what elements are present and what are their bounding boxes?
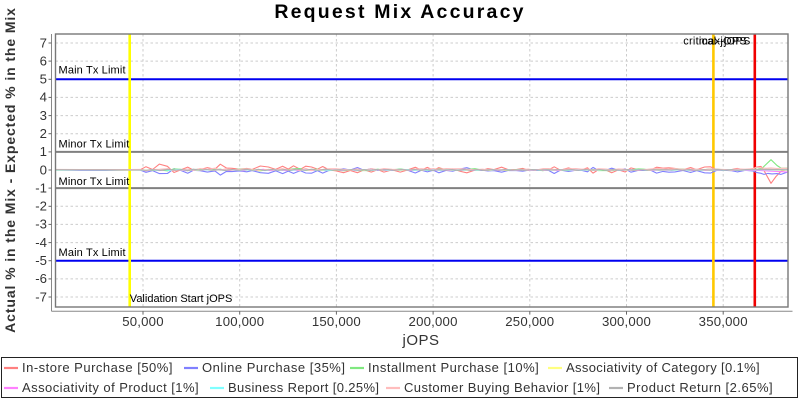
svg-text:5: 5	[40, 72, 47, 87]
svg-text:100,000: 100,000	[215, 314, 264, 329]
svg-text:Actual % in the Mix - Expected: Actual % in the Mix - Expected % in the …	[2, 7, 18, 333]
svg-text:Customer Buying Behavior [1%]: Customer Buying Behavior [1%]	[404, 380, 600, 395]
svg-text:Business Report [0.25%]: Business Report [0.25%]	[228, 380, 379, 395]
svg-text:2: 2	[40, 126, 47, 141]
svg-text:-7: -7	[35, 289, 47, 304]
svg-text:Validation Start jOPS: Validation Start jOPS	[130, 293, 233, 305]
svg-text:1: 1	[40, 144, 47, 159]
svg-text:-6: -6	[35, 271, 47, 286]
svg-text:6: 6	[40, 53, 47, 68]
svg-text:7: 7	[40, 35, 47, 50]
svg-text:300,000: 300,000	[602, 314, 651, 329]
svg-text:3: 3	[40, 108, 47, 123]
svg-text:max-jOPS: max-jOPS	[699, 36, 751, 48]
svg-text:Main Tx Limit: Main Tx Limit	[59, 247, 126, 259]
svg-text:-1: -1	[35, 180, 47, 195]
svg-text:Installment Purchase [10%]: Installment Purchase [10%]	[368, 360, 539, 375]
svg-text:4: 4	[40, 90, 47, 105]
svg-text:Associativity of Category [0.1: Associativity of Category [0.1%]	[566, 360, 760, 375]
svg-text:-2: -2	[35, 199, 47, 214]
svg-text:350,000: 350,000	[699, 314, 748, 329]
svg-text:Minor Tx Limit: Minor Tx Limit	[59, 138, 130, 150]
svg-text:0: 0	[40, 162, 47, 177]
svg-text:-5: -5	[35, 253, 47, 268]
svg-text:250,000: 250,000	[505, 314, 554, 329]
svg-text:Online Purchase [35%]: Online Purchase [35%]	[202, 360, 345, 375]
svg-text:200,000: 200,000	[409, 314, 458, 329]
svg-text:Request Mix Accuracy: Request Mix Accuracy	[274, 1, 525, 23]
svg-text:-4: -4	[35, 235, 47, 250]
svg-text:Associativity of Product [1%]: Associativity of Product [1%]	[22, 380, 199, 395]
svg-text:-3: -3	[35, 217, 47, 232]
svg-text:critical-jOPS: critical-jOPS	[683, 36, 747, 48]
svg-text:Product Return [2.65%]: Product Return [2.65%]	[627, 380, 773, 395]
svg-text:50,000: 50,000	[122, 314, 164, 329]
svg-text:jOPS: jOPS	[401, 332, 439, 349]
svg-text:150,000: 150,000	[312, 314, 361, 329]
svg-text:Main Tx Limit: Main Tx Limit	[59, 65, 126, 77]
svg-text:In-store Purchase [50%]: In-store Purchase [50%]	[22, 360, 173, 375]
svg-text:Minor Tx Limit: Minor Tx Limit	[59, 176, 130, 188]
